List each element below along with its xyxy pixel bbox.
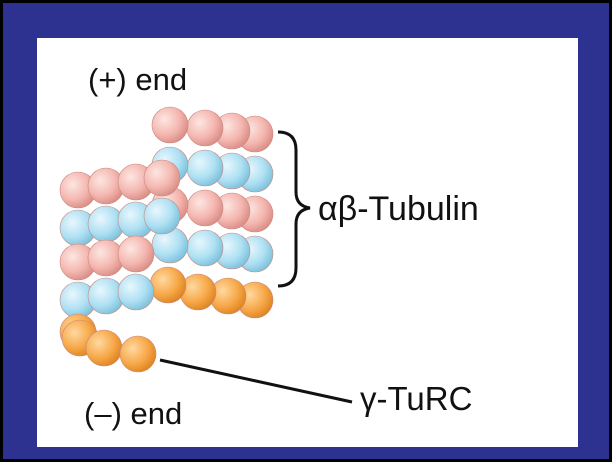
turc-label: γ-TuRC — [360, 380, 472, 417]
subunit — [120, 336, 156, 372]
minus-end-label: (–) end — [84, 396, 182, 431]
subunit — [152, 107, 188, 143]
subunit — [118, 236, 154, 272]
subunit — [187, 150, 223, 186]
subunit — [187, 190, 223, 226]
panel — [37, 38, 578, 447]
subunit — [86, 330, 122, 366]
figure: (+) end αβ-Tubulin γ-TuRC (–) end — [0, 0, 612, 462]
subunit — [144, 160, 180, 196]
subunit — [150, 267, 186, 303]
plus-end-label: (+) end — [88, 62, 187, 97]
subunit — [144, 198, 180, 234]
tubulin-label: αβ-Tubulin — [318, 190, 479, 228]
subunit — [187, 110, 223, 146]
subunit — [187, 230, 223, 266]
subunit — [118, 274, 154, 310]
